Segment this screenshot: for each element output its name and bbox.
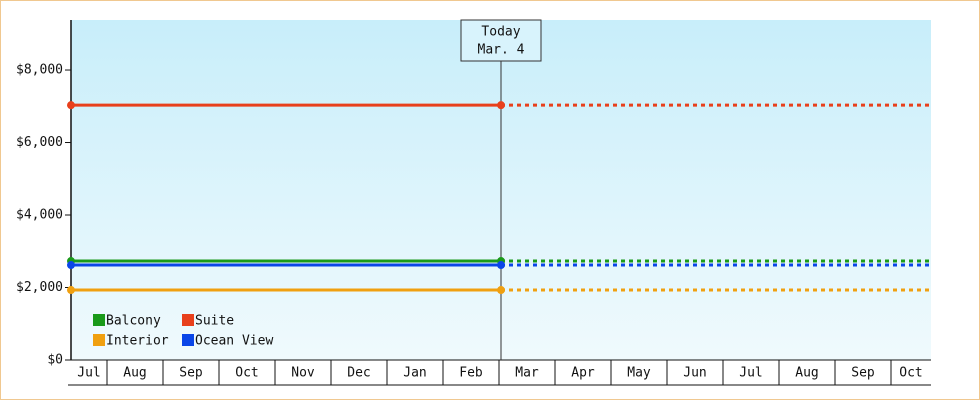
legend-label: Suite [195,314,234,329]
x-tick-label: Feb [459,366,483,381]
y-tick-label: $0 [47,353,63,368]
point [67,261,75,270]
x-tick-label: Sep [179,366,203,381]
legend-label: Ocean View [195,334,273,349]
y-tick-label: $4,000 [16,208,63,223]
point [497,101,505,110]
x-tick-label: Jun [683,366,706,381]
legend-label: Balcony [106,314,161,329]
legend-label: Interior [106,334,169,349]
x-tick-label: Sep [851,366,875,381]
x-tick-label: May [627,366,651,381]
point [497,286,505,295]
point [67,286,75,295]
legend-swatch [182,314,194,326]
x-tick-label: Jan [403,366,426,381]
x-tick-label: Aug [795,366,818,381]
legend-swatch [182,334,194,346]
today-box [460,19,542,62]
x-tick-label: Apr [571,366,595,381]
point [497,261,505,270]
today-date: Mar. 4 [478,43,525,58]
x-tick-label: Nov [291,366,315,381]
x-tick-label: Jul [739,366,762,381]
point [67,101,75,110]
today-label: Today [481,25,520,40]
x-tick-label: Dec [347,366,370,381]
x-tick-label: Jul [77,366,100,381]
x-tick-label: Aug [123,366,146,381]
legend-swatch [93,314,105,326]
y-tick-label: $6,000 [16,135,63,150]
x-tick-label: Oct [899,366,922,381]
x-tick-label: Oct [235,366,258,381]
legend-swatch [93,334,105,346]
y-tick-label: $2,000 [16,280,63,295]
x-tick-label: Mar [515,366,539,381]
y-tick-label: $8,000 [16,63,63,78]
